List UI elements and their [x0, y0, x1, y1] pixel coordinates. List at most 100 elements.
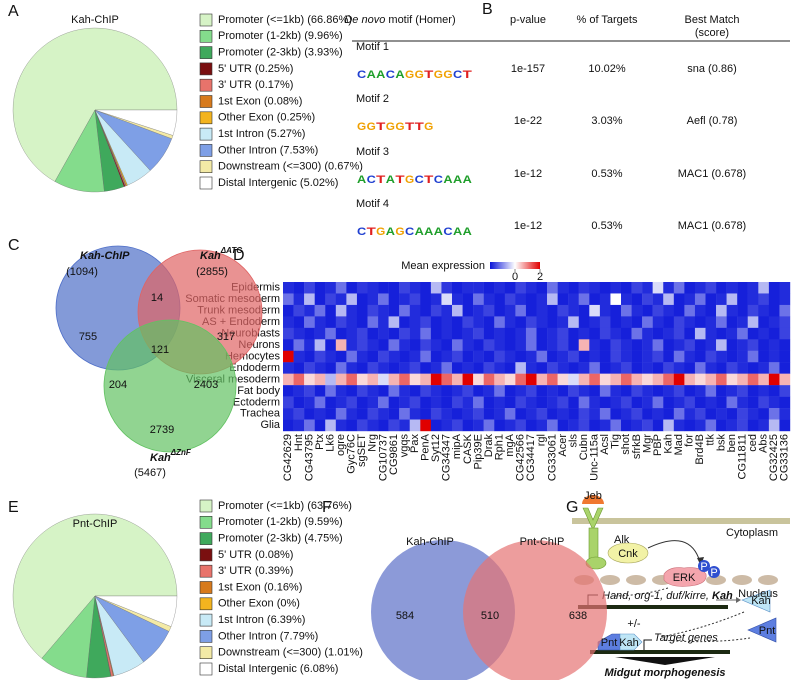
- heatmap-cell: [325, 304, 337, 317]
- heatmap-cell: [737, 339, 748, 351]
- heatmap-cell: [304, 327, 315, 340]
- heatmap-cell: [504, 385, 516, 397]
- heatmap-cell: [621, 362, 632, 374]
- heatmap-cell: [283, 350, 294, 363]
- heatmap-cell: [430, 339, 442, 351]
- heatmap-cell: [335, 373, 347, 386]
- heatmap-cell: [346, 362, 358, 374]
- heatmap-cell: [494, 339, 506, 351]
- motif-name: Motif 4: [356, 198, 389, 210]
- legend-label: Promoter (2-3kb) (3.93%): [218, 47, 343, 59]
- heatmap-cell: [779, 327, 791, 340]
- panel-label: G: [566, 499, 578, 516]
- heatmap-cell: [589, 408, 601, 420]
- heatmap-cell: [599, 362, 611, 374]
- heatmap-cell: [578, 304, 590, 317]
- heatmap-cell: [716, 327, 727, 340]
- heatmap-cell: [652, 408, 664, 420]
- heatmap-cell: [314, 339, 326, 351]
- heatmap-cell: [779, 304, 791, 317]
- heatmap-cell: [283, 419, 294, 432]
- heatmap-cell: [504, 362, 516, 374]
- heatmap-cell: [483, 373, 495, 386]
- heatmap-cell: [504, 293, 516, 306]
- heatmap-cell: [378, 362, 389, 374]
- heatmap-cell: [314, 408, 326, 420]
- protein-label: Kah: [619, 637, 639, 649]
- heatmap-cell: [652, 304, 664, 317]
- heatmap-cell: [716, 373, 727, 386]
- heatmap-cell: [335, 293, 347, 306]
- legend-label: Promoter (<=1kb) (66.86%): [218, 14, 352, 26]
- heatmap-cell: [314, 373, 326, 386]
- heatmap-cell: [483, 316, 495, 329]
- heatmap-cell: [621, 293, 632, 306]
- heatmap-cell: [346, 373, 358, 386]
- heatmap-cell: [631, 304, 643, 317]
- legend-label: Distal Intergenic (5.02%): [218, 177, 338, 189]
- heatmap-cell: [441, 385, 453, 397]
- heatmap-cell: [335, 385, 347, 397]
- heatmap-cell: [568, 385, 579, 397]
- heatmap-cell: [610, 339, 622, 351]
- heatmap-cell: [356, 396, 368, 409]
- heatmap-cell: [325, 396, 337, 409]
- heatmap-cell: [652, 282, 664, 294]
- pathway-diagram: Jeb Alk Cytoplasm Cnk ERK P P Nucleus Ha…: [572, 490, 790, 679]
- heatmap-cell: [483, 339, 495, 351]
- heatmap-cell: [578, 396, 590, 409]
- heatmap-cell: [737, 316, 748, 329]
- heatmap-cell: [483, 293, 495, 306]
- heatmap-cell: [684, 316, 696, 329]
- heatmap-cell: [346, 316, 358, 329]
- legend-swatch: [199, 13, 213, 27]
- heatmap-cell: [452, 327, 463, 340]
- legend-swatch: [199, 581, 213, 594]
- heatmap-cell: [705, 339, 717, 351]
- heatmap-cell: [378, 419, 389, 432]
- column-label: ced: [747, 434, 759, 452]
- heatmap-cell: [684, 373, 696, 386]
- heatmap-cell: [483, 327, 495, 340]
- heatmap-cell: [335, 362, 347, 374]
- heatmap-cell: [515, 339, 527, 351]
- heatmap-cell: [747, 339, 759, 351]
- heatmap-cell: [663, 385, 675, 397]
- logo-letter: A: [453, 226, 462, 238]
- heatmap-cell: [673, 408, 685, 420]
- logo-letter: T: [424, 174, 434, 186]
- heatmap-cell: [768, 408, 780, 420]
- legend-label: 3' UTR (0.17%): [218, 79, 293, 91]
- heatmap-cell: [325, 385, 337, 397]
- heatmap-cell: [684, 385, 696, 397]
- panel-label: A: [8, 3, 19, 20]
- legend-swatch: [199, 613, 213, 627]
- heatmap-cell: [335, 350, 347, 363]
- heatmap-cell: [304, 396, 315, 409]
- logo-letter: T: [405, 121, 415, 133]
- colorbar-tick-label: 2: [537, 271, 543, 283]
- heatmap-cell: [314, 316, 326, 329]
- heatmap-cell: [325, 293, 337, 306]
- column-label: sfrkB: [631, 434, 643, 459]
- logo-letter: A: [367, 69, 376, 81]
- heatmap-cell: [536, 350, 548, 363]
- heatmap-cell: [568, 282, 579, 294]
- heatmap-cell: [568, 362, 579, 374]
- heatmap-cell: [705, 408, 717, 420]
- row-label: Trachea: [240, 408, 281, 420]
- heatmap-cell: [409, 339, 421, 351]
- heatmap-cell: [705, 350, 717, 363]
- percent-targets: 3.03%: [591, 115, 622, 127]
- row-label: Glia: [260, 419, 280, 431]
- heatmap-cell: [452, 350, 463, 363]
- heatmap-cell: [547, 293, 558, 306]
- heatmap-cell: [420, 362, 432, 374]
- heatmap-cell: [283, 339, 294, 351]
- legend-label: 1st Intron (5.27%): [218, 128, 305, 140]
- heatmap-cell: [356, 350, 368, 363]
- heatmap-cell: [494, 396, 506, 409]
- heatmap-cell: [525, 385, 537, 397]
- heatmap-cell: [388, 339, 400, 351]
- pie-title: Pnt-ChIP: [73, 518, 118, 530]
